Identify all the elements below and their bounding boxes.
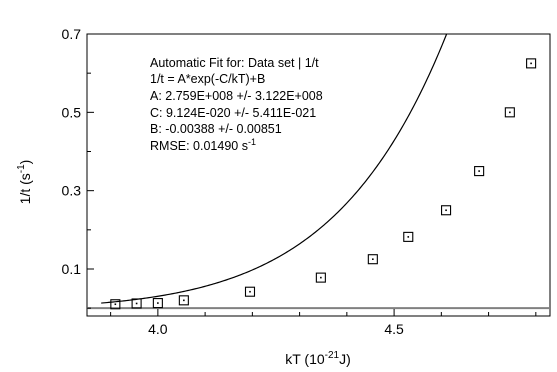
- data-point-dot: [407, 236, 410, 238]
- data-point: [526, 58, 537, 69]
- y-axis-title: 1/t (s-1): [16, 160, 33, 205]
- x-axis-ticks: 4.0 4.5: [110, 309, 537, 337]
- data-point-square: [441, 205, 452, 216]
- x-axis-title-main: kT (10: [285, 351, 325, 367]
- data-point-square: [474, 166, 485, 177]
- data-point-dot: [320, 276, 322, 279]
- data-point-dot: [135, 302, 138, 305]
- plot-frame: [86, 33, 551, 317]
- y-tick-label: 0.3: [62, 183, 82, 199]
- data-point: [244, 286, 256, 297]
- x-axis-title-tail: J): [339, 351, 351, 367]
- fit-annotation-line-1: Automatic Fit for: Data set | 1/t: [150, 56, 319, 70]
- data-markers: [110, 58, 537, 310]
- data-point-square: [403, 231, 414, 242]
- y-axis-ticks: 0.1 0.3 0.5 0.7: [62, 26, 94, 309]
- data-point-dot: [509, 111, 511, 114]
- data-point: [474, 166, 485, 177]
- y-axis-title-main: 1/t (s: [17, 173, 33, 204]
- data-point-square: [526, 58, 537, 69]
- data-point-dot: [114, 303, 117, 306]
- fit-curve: [101, 33, 448, 304]
- data-point: [403, 231, 414, 242]
- fit-annotation-line-3: A: 2.759E+008 +/- 3.122E+008: [150, 89, 323, 103]
- y-tick-label: 0.7: [62, 26, 82, 42]
- data-point: [367, 254, 378, 265]
- fit-annotation-line-5: B: -0.00388 +/- 0.00851: [150, 122, 282, 136]
- data-point-dot: [183, 299, 185, 302]
- y-tick-label: 0.1: [62, 261, 82, 277]
- x-tick-label: 4.0: [148, 321, 168, 337]
- rmse-unit-exponent: -1: [248, 137, 256, 147]
- fit-annotation-line-6: RMSE: 0.01490 s-1: [150, 137, 256, 153]
- x-axis-title-exponent: -21: [325, 350, 340, 361]
- x-axis-title: kT (10-21J): [285, 350, 351, 367]
- data-point: [441, 205, 452, 216]
- data-point-square: [244, 286, 256, 297]
- data-point-square: [152, 298, 163, 309]
- data-point-square: [315, 272, 326, 283]
- data-point-square: [504, 107, 515, 118]
- data-point-dot: [530, 62, 532, 65]
- y-axis-title-tail: ): [17, 160, 33, 165]
- data-point-square: [110, 299, 121, 310]
- data-point-dot: [445, 209, 447, 212]
- rmse-text: RMSE: 0.01490 s: [150, 139, 248, 153]
- fit-annotation: Automatic Fit for: Data set | 1/t 1/t = …: [150, 56, 323, 153]
- data-point-dot: [249, 290, 251, 293]
- data-point-dot: [372, 258, 374, 261]
- data-point-dot: [157, 302, 159, 304]
- data-point: [315, 272, 326, 283]
- data-point-square: [367, 254, 378, 265]
- y-axis-title-exponent: -1: [16, 164, 27, 173]
- y-tick-label: 0.5: [62, 104, 82, 120]
- data-point: [178, 295, 189, 306]
- x-tick-label: 4.5: [384, 321, 404, 337]
- data-point-dot: [478, 170, 480, 172]
- data-point: [110, 299, 121, 310]
- data-point-square: [131, 298, 142, 309]
- fit-annotation-line-2: 1/t = A*exp(-C/kT)+B: [150, 72, 265, 86]
- data-point: [504, 107, 515, 118]
- data-point: [152, 298, 163, 309]
- data-point-square: [178, 295, 189, 306]
- data-point: [131, 298, 142, 309]
- fit-annotation-line-4: C: 9.124E-020 +/- 5.411E-021: [150, 106, 316, 120]
